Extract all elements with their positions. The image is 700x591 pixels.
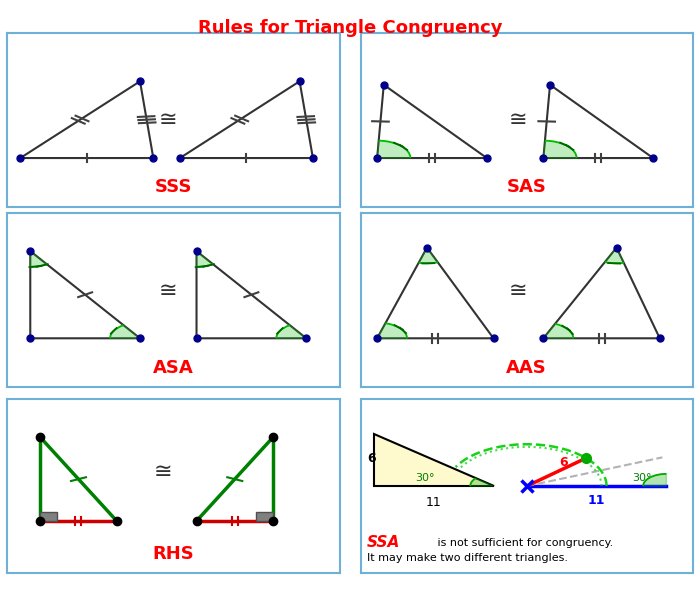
- Polygon shape: [605, 248, 624, 264]
- Text: 6: 6: [367, 452, 376, 465]
- Polygon shape: [276, 325, 307, 338]
- Polygon shape: [30, 251, 47, 267]
- Text: ≅: ≅: [509, 110, 528, 129]
- Text: AAS: AAS: [506, 359, 547, 376]
- Text: Rules for Triangle Congruency: Rules for Triangle Congruency: [197, 19, 503, 37]
- Polygon shape: [377, 141, 410, 158]
- Text: ≅: ≅: [154, 462, 173, 482]
- Text: ASA: ASA: [153, 359, 194, 376]
- Polygon shape: [470, 478, 494, 486]
- Polygon shape: [543, 141, 577, 158]
- Polygon shape: [377, 323, 407, 338]
- Text: It may make two different triangles.: It may make two different triangles.: [367, 553, 568, 563]
- Text: 30°: 30°: [416, 473, 435, 483]
- Text: 11: 11: [426, 496, 442, 509]
- Bar: [41, 512, 57, 521]
- Text: 11: 11: [588, 494, 606, 507]
- Text: is not sufficient for congruency.: is not sufficient for congruency.: [433, 538, 613, 548]
- Text: ≅: ≅: [158, 281, 177, 301]
- Text: ≅: ≅: [509, 281, 528, 301]
- Polygon shape: [374, 434, 493, 486]
- Text: 30°: 30°: [631, 473, 651, 483]
- Text: ≅: ≅: [158, 110, 177, 129]
- Polygon shape: [643, 474, 666, 486]
- Polygon shape: [110, 325, 140, 338]
- Polygon shape: [419, 248, 438, 264]
- Text: 6: 6: [560, 456, 568, 469]
- Text: SSS: SSS: [155, 178, 192, 196]
- Polygon shape: [543, 324, 573, 338]
- Text: SSA: SSA: [367, 535, 400, 550]
- Text: RHS: RHS: [153, 545, 194, 563]
- Text: SAS: SAS: [507, 178, 547, 196]
- Bar: [256, 512, 273, 521]
- Polygon shape: [197, 251, 213, 267]
